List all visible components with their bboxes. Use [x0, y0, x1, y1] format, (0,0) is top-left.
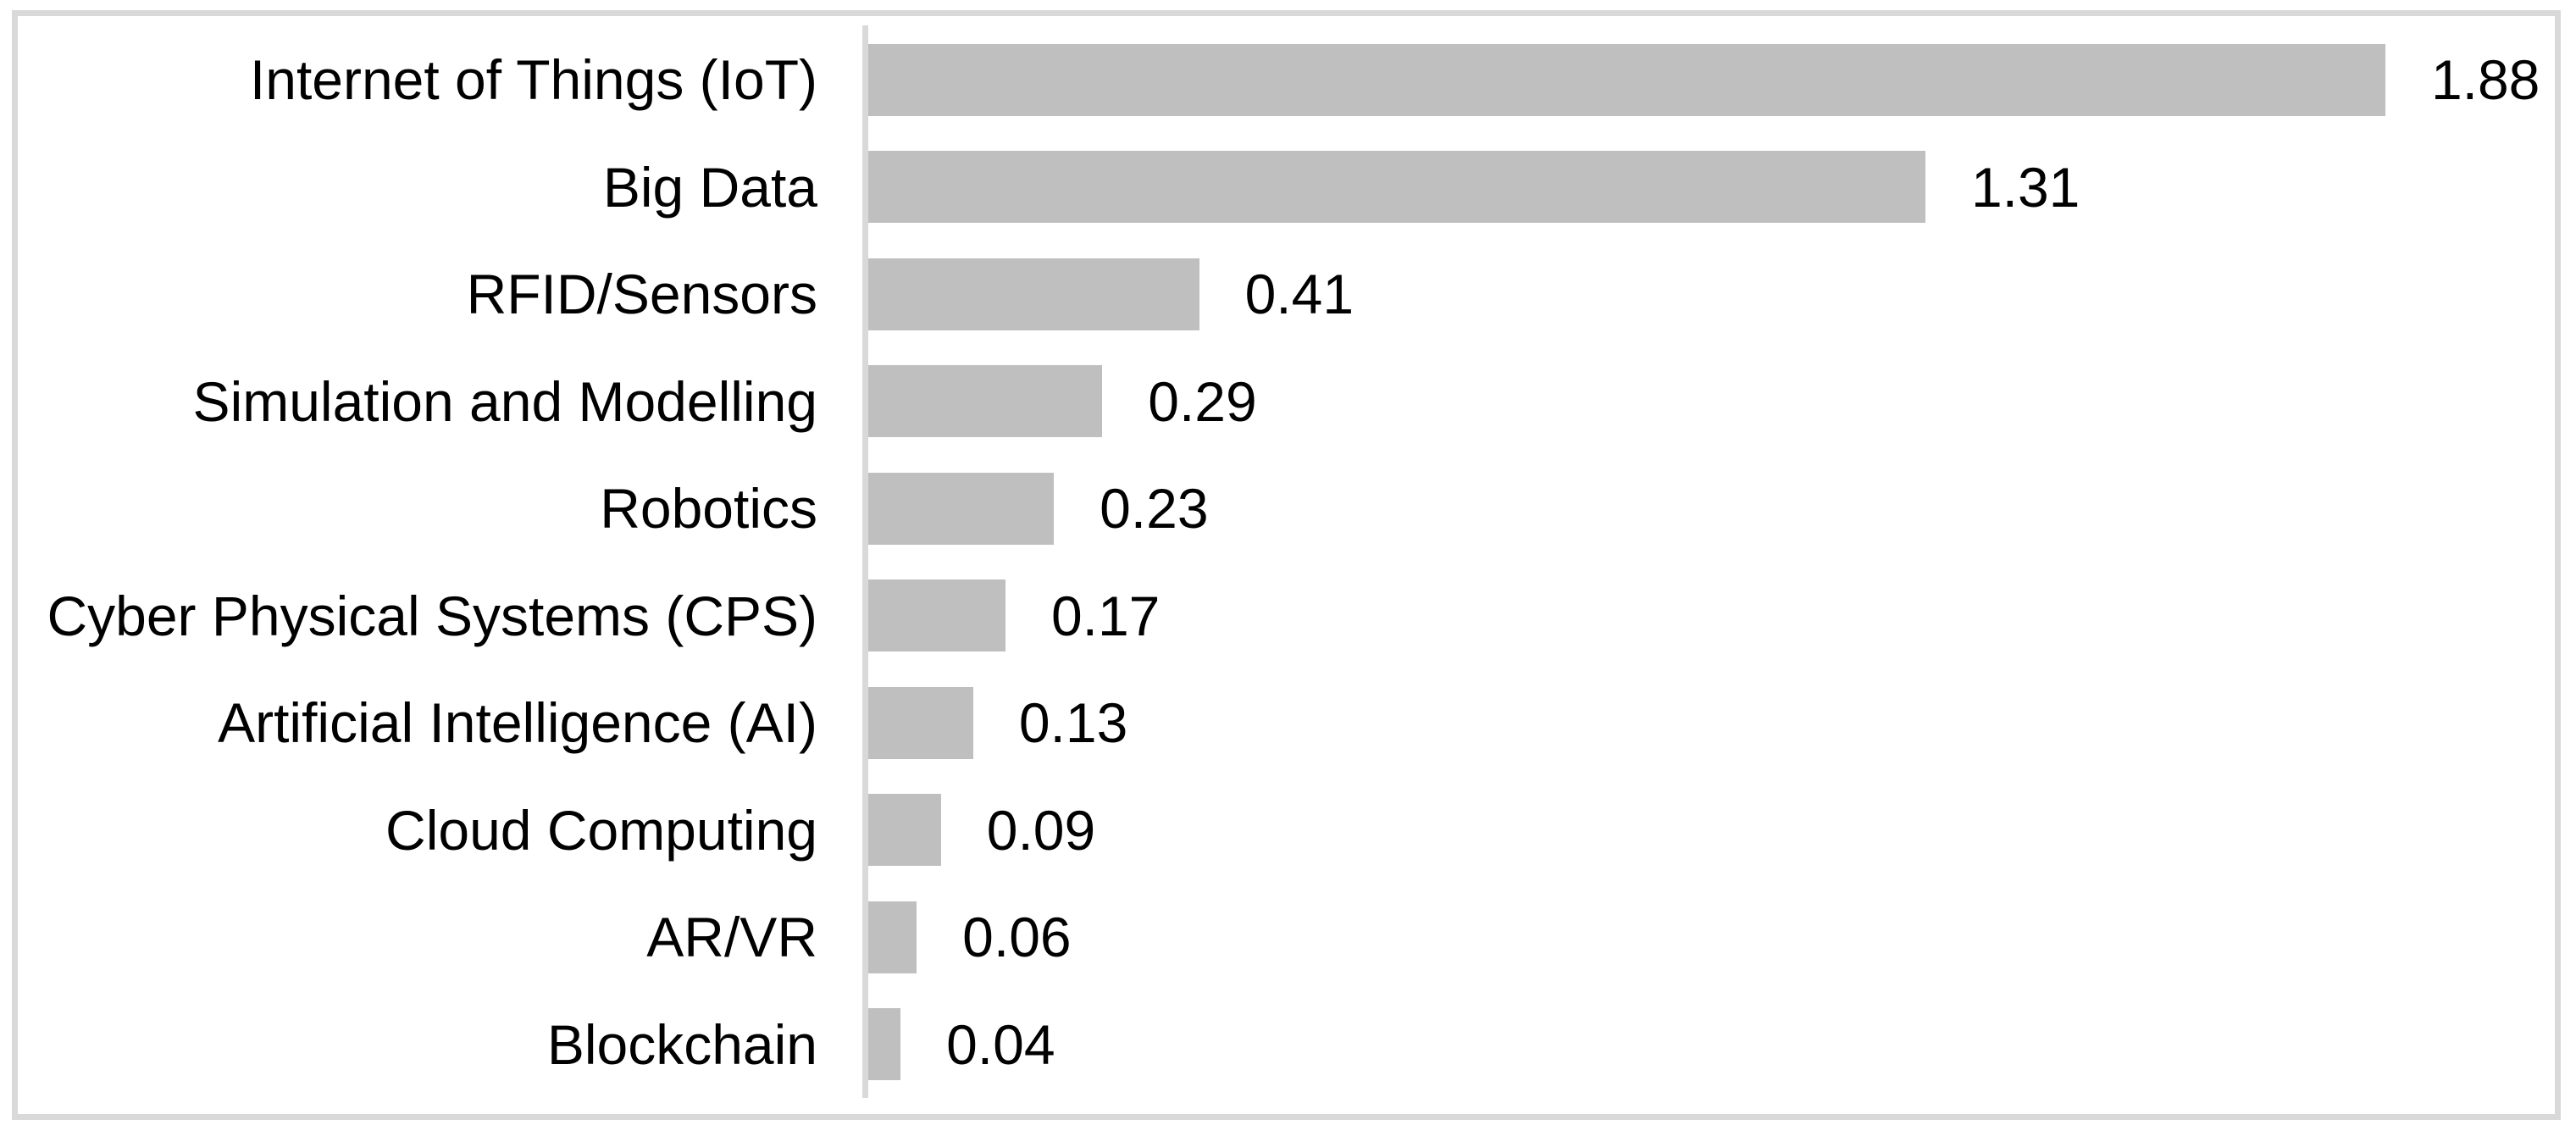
bar-area: 0.17 — [868, 563, 2555, 670]
bar-row: Blockchain 0.04 — [18, 991, 2555, 1099]
chart-border: Internet of Things (IoT) 1.88 Big Data 1… — [12, 10, 2561, 1120]
category-label: Big Data — [602, 155, 817, 219]
category-label: Cloud Computing — [385, 798, 817, 862]
y-axis-line — [862, 25, 868, 1098]
bar-row: Robotics 0.23 — [18, 455, 2555, 563]
category-label: Artificial Intelligence (AI) — [218, 691, 817, 755]
bar — [868, 901, 917, 973]
bar-area: 1.31 — [868, 134, 2555, 241]
bar — [868, 686, 973, 759]
value-label: 0.41 — [1244, 263, 1354, 326]
value-label: 0.04 — [946, 1012, 1055, 1076]
bar-area: 0.06 — [868, 884, 2555, 991]
bar — [868, 794, 941, 867]
chart-area: Internet of Things (IoT) 1.88 Big Data 1… — [18, 16, 2555, 1114]
bar — [868, 1008, 901, 1081]
bar-area: 0.04 — [868, 991, 2555, 1099]
bar-area: 1.88 — [868, 26, 2555, 134]
bar — [868, 43, 2385, 116]
bar-row: RFID/Sensors 0.41 — [18, 241, 2555, 348]
bar-area: 0.09 — [868, 777, 2555, 884]
bar — [868, 472, 1055, 545]
value-label: 0.17 — [1050, 584, 1161, 647]
bar — [868, 151, 1925, 224]
value-label: 1.31 — [1970, 155, 2080, 219]
value-label: 0.09 — [986, 798, 1096, 862]
bar-row: Artificial Intelligence (AI) 0.13 — [18, 669, 2555, 777]
bar-row: Cyber Physical Systems (CPS) 0.17 — [18, 563, 2555, 670]
bar — [868, 365, 1103, 438]
value-label: 1.88 — [2430, 48, 2540, 112]
bar-area: 0.13 — [868, 669, 2555, 777]
value-label: 0.29 — [1148, 369, 1257, 433]
bar-rows: Internet of Things (IoT) 1.88 Big Data 1… — [18, 26, 2555, 1098]
bar-row: AR/VR 0.06 — [18, 884, 2555, 991]
value-label: 0.13 — [1018, 691, 1128, 755]
category-label: RFID/Sensors — [466, 263, 817, 326]
category-label: AR/VR — [646, 906, 817, 969]
bar-row: Simulation and Modelling 0.29 — [18, 348, 2555, 456]
category-label: Simulation and Modelling — [192, 369, 817, 433]
value-label: 0.06 — [962, 906, 1072, 969]
category-label: Blockchain — [546, 1012, 817, 1076]
bar — [868, 258, 1199, 330]
category-label: Cyber Physical Systems (CPS) — [47, 584, 817, 647]
category-label: Internet of Things (IoT) — [249, 48, 817, 112]
bar-row: Cloud Computing 0.09 — [18, 777, 2555, 884]
bar-area: 0.23 — [868, 455, 2555, 563]
category-label: Robotics — [600, 477, 817, 541]
bar-area: 0.41 — [868, 241, 2555, 348]
bar-area: 0.29 — [868, 348, 2555, 456]
bar — [868, 579, 1005, 652]
bar-row: Internet of Things (IoT) 1.88 — [18, 26, 2555, 134]
bar-row: Big Data 1.31 — [18, 134, 2555, 241]
value-label: 0.23 — [1100, 477, 1209, 541]
